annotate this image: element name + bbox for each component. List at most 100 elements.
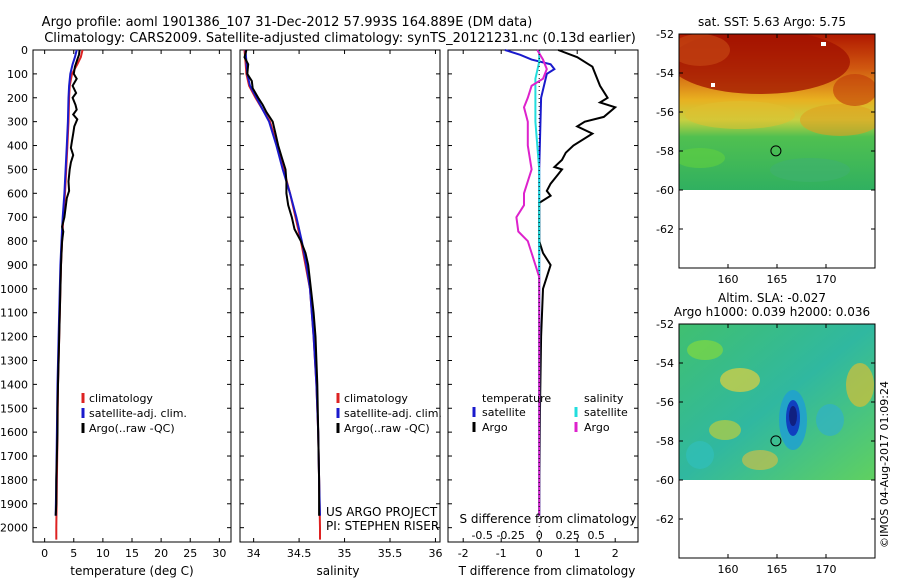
map-lat-label: -60 [656,474,674,487]
map-lon-label: 170 [816,273,837,286]
difference-panel-frame [447,49,639,543]
depth-tick-label: 1800 [0,474,28,487]
x-tick-label: 1 [574,547,581,560]
sla-map-title-line1: Altim. SLA: -0.027 [718,291,826,305]
temperature-axis-label: temperature (deg C) [70,564,193,578]
legend-label: satellite-adj. clim. [89,407,187,420]
depth-tick-label: 1100 [0,307,28,320]
sla-map-axes: -52 -54 -56 -58 -60 -62 160 165 170 [656,318,875,576]
x-tick-label: 20 [154,547,168,560]
series-line [515,49,548,516]
depth-tick-label: 400 [7,140,28,153]
legend-label: climatology [344,392,408,405]
s-tick-label: -0.5 [471,529,492,542]
legend-label: climatology [89,392,153,405]
map-lat-label: -56 [656,396,674,409]
x-tick-label: 15 [125,547,139,560]
series-line [243,49,321,516]
map-lat-label: -54 [656,357,674,370]
series-line [243,49,321,540]
x-tick-label: 10 [96,547,110,560]
sst-land-marker [821,42,826,46]
depth-tick-label: 1500 [0,402,28,415]
map-lon-label: 165 [767,563,788,576]
map-lat-label: -62 [656,223,674,236]
x-tick-label: 36 [428,547,442,560]
depth-tick-label: 2000 [0,522,28,535]
legend-label: satellite-adj. clim. [344,407,442,420]
x-tick-label: 34.5 [287,547,312,560]
figure-title-line1: Argo profile: aoml 1901386_107 31-Dec-20… [42,15,533,30]
salinity-axis-label: salinity [316,564,359,578]
float-position-marker [770,145,782,157]
salinity-panel: 34 34.5 35 35.5 36 climatology satellite-adj. … [243,49,442,560]
depth-tick-label: 0 [21,44,28,57]
depth-tick-label: 600 [7,187,28,200]
x-tick-label: 35 [338,547,352,560]
x-tick-label: -2 [458,547,469,560]
map-lat-label: -58 [656,435,674,448]
project-note: US ARGO PROJECT [326,505,438,519]
depth-tick-label: 1000 [0,283,28,296]
legend-label: Argo [482,421,508,434]
map-lat-label: -54 [656,67,674,80]
map-lat-label: -52 [656,318,674,331]
map-lon-label: 165 [767,273,788,286]
pi-note: PI: STEPHEN RISER [326,519,439,533]
temperature-panel-frame [32,49,232,543]
depth-tick-label: 1400 [0,378,28,391]
depth-tick-label: 1200 [0,331,28,344]
depth-tick-label: 800 [7,235,28,248]
legend-label: Argo(..raw -QC) [344,422,430,435]
depth-tick-label: 1300 [0,354,28,367]
depth-tick-label: 1900 [0,498,28,511]
map-lat-label: -62 [656,513,674,526]
series-line [54,49,78,516]
x-tick-label: 34 [247,547,261,560]
salinity-panel-frame [239,49,441,543]
series-line [538,49,618,516]
depth-tick-label: 1600 [0,426,28,439]
x-tick-label: -1 [496,547,507,560]
x-tick-label: 25 [183,547,197,560]
difference-panel: -2 -1 0 1 2 -0.5 -0.25 0 0.25 0.5 temperature salin… [458,49,628,560]
series-line [244,49,321,516]
s-tick-label: 0 [536,529,543,542]
s-difference-axis-label: S difference from climatology [460,512,637,526]
depth-tick-label: 500 [7,163,28,176]
legend-label: Argo(..raw -QC) [89,422,175,435]
map-lon-label: 170 [816,563,837,576]
map-lat-label: -52 [656,28,674,41]
s-tick-label: 0.5 [587,529,605,542]
credit-text: ©IMOS 04-Aug-2017 01:09:24 [878,381,891,548]
legend-header: salinity [584,392,624,405]
sla-map-title-line2: Argo h1000: 0.039 h2000: 0.036 [674,305,870,319]
temperature-panel: 0 5 10 15 20 25 30 climatology satellite-adj. cl… [41,49,226,560]
depth-axis: 0 100 200 300 400 500 600 700 800 900 1000 1100 1200… [0,44,638,535]
sst-heatmap [679,34,875,190]
series-line [504,49,556,516]
depth-tick-label: 700 [7,211,28,224]
legend-label: Argo [584,421,610,434]
map-lon-label: 160 [718,563,739,576]
legend-header: temperature [482,392,551,405]
depth-tick-label: 300 [7,116,28,129]
figure-title-line2: Climatology: CARS2009. Satellite-adjuste… [44,31,636,46]
map-lon-label: 160 [718,273,739,286]
depth-tick-label: 1700 [0,450,28,463]
sst-land-marker [711,83,715,87]
depth-tick-label: 200 [7,92,28,105]
map-lat-label: -56 [656,106,674,119]
sst-map-title: sat. SST: 5.63 Argo: 5.75 [698,15,846,29]
x-tick-label: 5 [70,547,77,560]
legend-label: satellite [584,406,628,419]
series-line [54,49,81,516]
x-tick-label: 30 [212,547,226,560]
sst-map-axes: -52 -54 -56 -58 -60 -62 160 165 170 [656,28,875,286]
depth-tick-label: 900 [7,259,28,272]
depth-tick-label: 100 [7,68,28,81]
legend-label: satellite [482,406,526,419]
x-tick-label: 0 [41,547,48,560]
map-lat-label: -58 [656,145,674,158]
